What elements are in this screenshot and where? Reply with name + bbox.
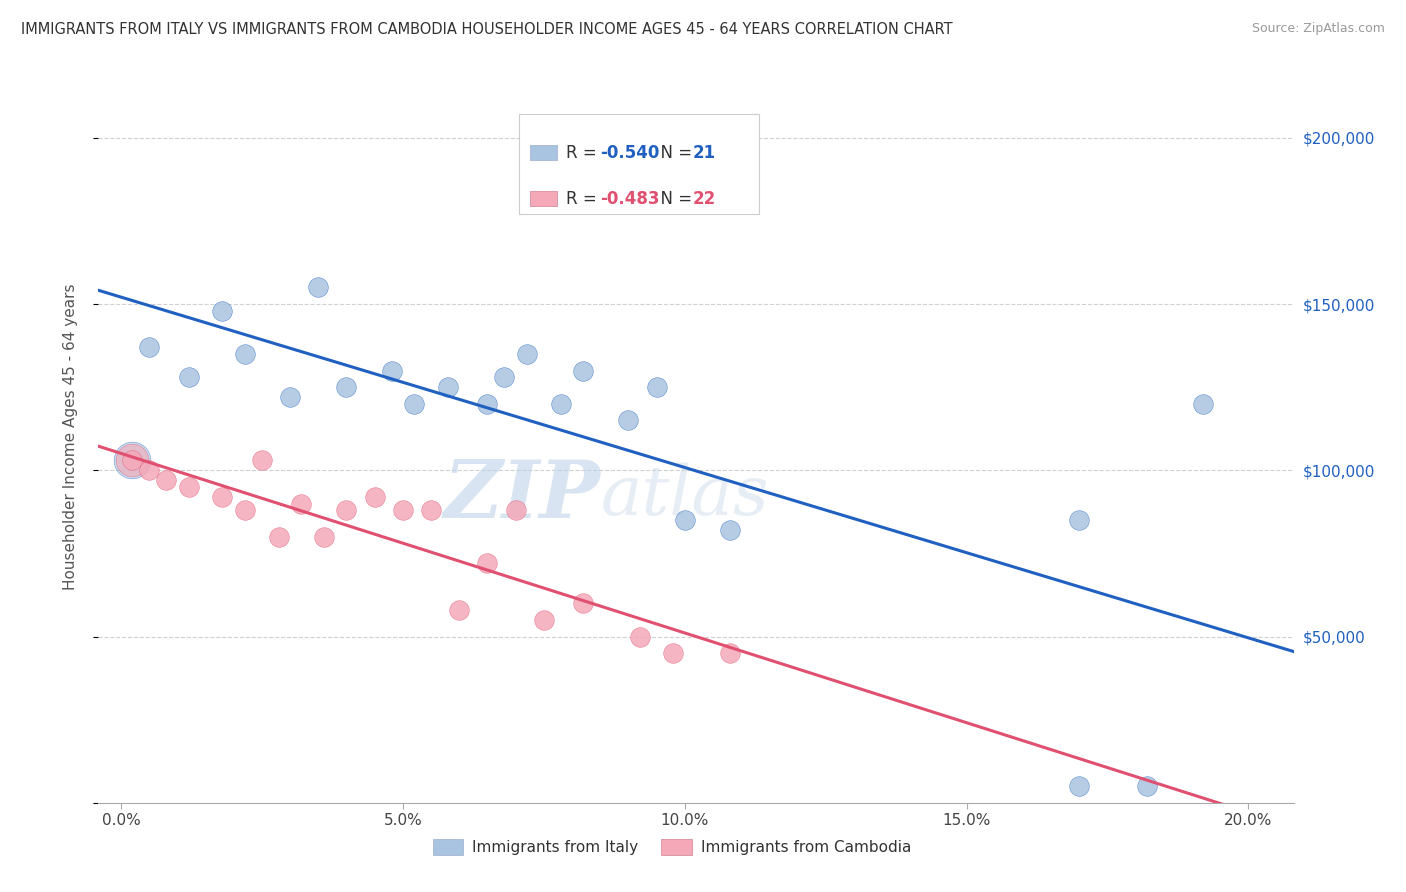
Point: [437, 380, 460, 394]
Text: IMMIGRANTS FROM ITALY VS IMMIGRANTS FROM CAMBODIA HOUSEHOLDER INCOME AGES 45 - 6: IMMIGRANTS FROM ITALY VS IMMIGRANTS FROM…: [21, 22, 953, 37]
Point: [138, 463, 160, 477]
Text: 22: 22: [693, 190, 716, 208]
Point: [177, 480, 200, 494]
Point: [516, 347, 538, 361]
Point: [673, 513, 696, 527]
Text: Source: ZipAtlas.com: Source: ZipAtlas.com: [1251, 22, 1385, 36]
Point: [307, 280, 329, 294]
Point: [550, 397, 572, 411]
Point: [155, 473, 177, 487]
Point: [572, 596, 595, 610]
Point: [662, 646, 685, 660]
Text: R =: R =: [567, 190, 602, 208]
Point: [420, 503, 443, 517]
Point: [628, 630, 651, 644]
Point: [718, 646, 741, 660]
Point: [380, 363, 402, 377]
Point: [572, 363, 595, 377]
Point: [617, 413, 640, 427]
Point: [392, 503, 415, 517]
Point: [1069, 513, 1091, 527]
Point: [250, 453, 273, 467]
Legend: Immigrants from Italy, Immigrants from Cambodia: Immigrants from Italy, Immigrants from C…: [426, 833, 918, 861]
Text: 21: 21: [693, 144, 716, 161]
Point: [1192, 397, 1215, 411]
Point: [363, 490, 385, 504]
Point: [404, 397, 426, 411]
Text: N =: N =: [651, 190, 697, 208]
Point: [1069, 779, 1091, 793]
Point: [121, 453, 143, 467]
Point: [533, 613, 555, 627]
Point: [1136, 779, 1159, 793]
Point: [211, 490, 233, 504]
Point: [290, 497, 312, 511]
Point: [138, 340, 160, 354]
Point: [718, 523, 741, 537]
Point: [267, 530, 290, 544]
Point: [121, 453, 143, 467]
Point: [121, 453, 143, 467]
Point: [449, 603, 471, 617]
Text: -0.483: -0.483: [600, 190, 659, 208]
Point: [233, 347, 256, 361]
Point: [211, 303, 233, 318]
Point: [505, 503, 527, 517]
Text: R =: R =: [567, 144, 602, 161]
Point: [335, 503, 357, 517]
Point: [233, 503, 256, 517]
Point: [335, 380, 357, 394]
Point: [278, 390, 301, 404]
Text: N =: N =: [651, 144, 697, 161]
Text: -0.540: -0.540: [600, 144, 659, 161]
Point: [477, 397, 499, 411]
Y-axis label: Householder Income Ages 45 - 64 years: Householder Income Ages 45 - 64 years: [63, 284, 77, 591]
Text: ZIP: ZIP: [443, 457, 600, 534]
Point: [477, 557, 499, 571]
Point: [177, 370, 200, 384]
Point: [494, 370, 516, 384]
Point: [645, 380, 668, 394]
Text: atlas: atlas: [600, 462, 769, 529]
Point: [312, 530, 335, 544]
